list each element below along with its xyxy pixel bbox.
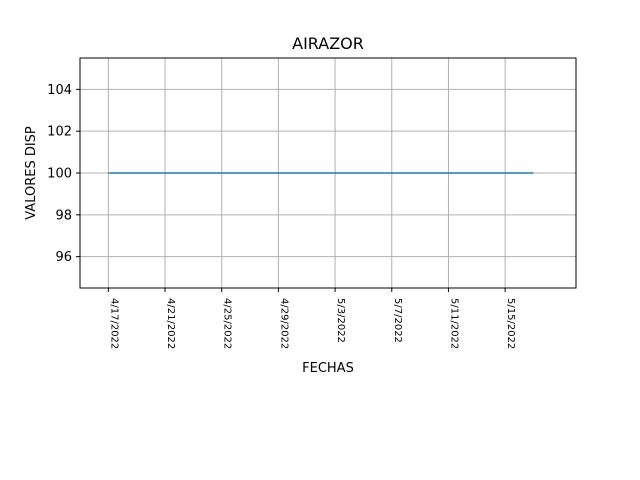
x-axis: 4/17/2022 4/21/2022 4/25/2022 4/29/2022 5/3/… bbox=[107, 288, 516, 349]
x-tick-label: 5/7/2022 bbox=[392, 298, 403, 343]
x-tick-label: 4/25/2022 bbox=[222, 298, 233, 349]
x-tick-label: 5/15/2022 bbox=[505, 298, 516, 349]
y-axis: 96 98 100 102 104 bbox=[47, 83, 80, 265]
y-tick-label: 104 bbox=[47, 83, 72, 98]
x-tick-label: 5/3/2022 bbox=[335, 298, 346, 343]
y-axis-label: VALORES DISP bbox=[24, 126, 39, 220]
y-tick-label: 96 bbox=[55, 250, 72, 265]
y-tick-label: 98 bbox=[55, 208, 72, 223]
x-axis-label: FECHAS bbox=[302, 361, 354, 376]
x-tick-label: 5/11/2022 bbox=[448, 298, 459, 349]
y-tick-label: 102 bbox=[47, 125, 72, 140]
x-tick-label: 4/17/2022 bbox=[108, 298, 119, 349]
chart-title: AIRAZOR bbox=[292, 34, 364, 53]
x-tick-label: 4/21/2022 bbox=[165, 298, 176, 349]
y-tick-label: 100 bbox=[47, 167, 72, 182]
x-tick-label: 4/29/2022 bbox=[278, 298, 289, 349]
